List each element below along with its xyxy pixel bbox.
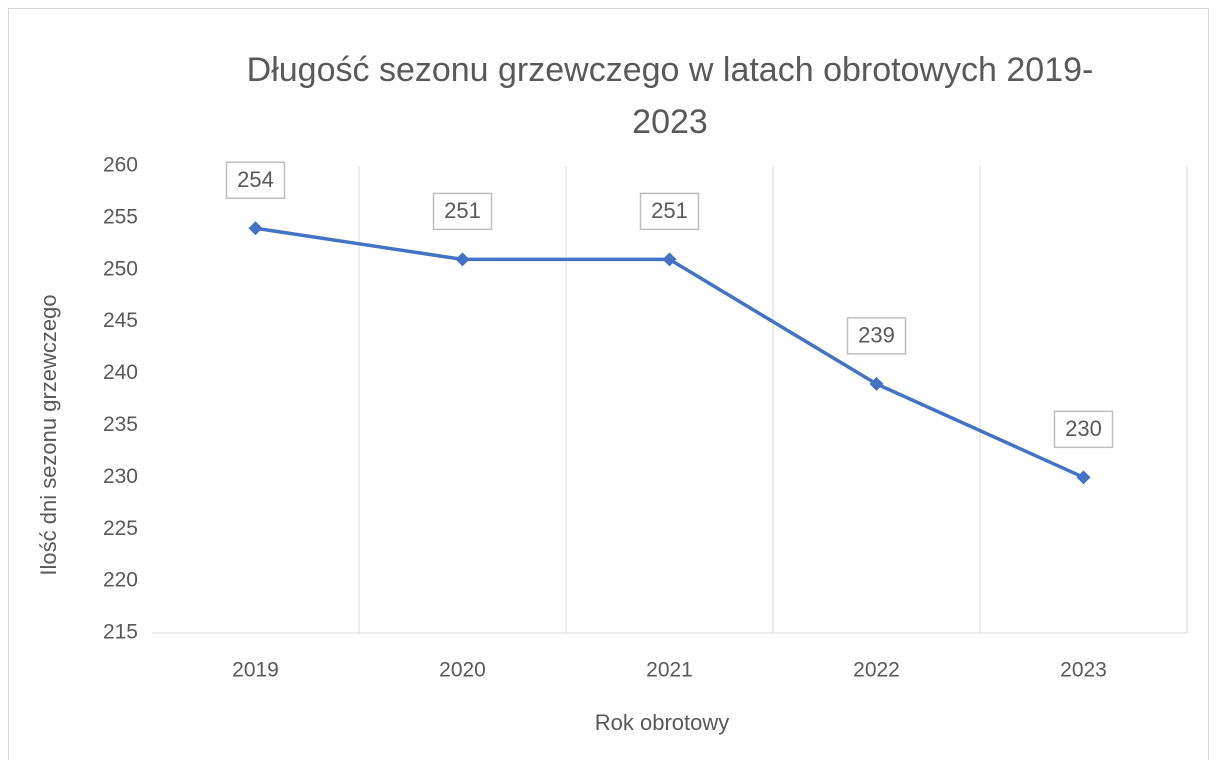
data-label: 251 <box>444 198 481 223</box>
x-tick-label: 2019 <box>232 659 279 682</box>
y-tick-label: 230 <box>103 465 138 488</box>
y-tick-label: 225 <box>103 517 138 540</box>
y-tick-label: 245 <box>103 309 138 332</box>
chart-title: Długość sezonu grzewczego w latach obrot… <box>246 51 1094 141</box>
y-axis-label: Ilość dni sezonu grzewczego <box>36 294 61 575</box>
marker <box>248 221 263 236</box>
y-tick-label: 215 <box>103 621 138 644</box>
marker <box>455 252 470 267</box>
marker <box>1076 470 1091 485</box>
x-tick-label: 2023 <box>1060 659 1107 682</box>
data-label: 251 <box>651 198 688 223</box>
data-label-box <box>1053 410 1114 449</box>
y-tick-label: 260 <box>103 154 138 177</box>
data-label-box <box>846 317 907 355</box>
y-tick-label: 240 <box>103 361 138 384</box>
data-label: 239 <box>858 323 895 348</box>
data-label: 254 <box>237 167 274 192</box>
y-tick-label: 255 <box>103 205 138 228</box>
data-label: 230 <box>1065 416 1102 441</box>
data-label-box <box>639 192 700 231</box>
marker <box>869 376 884 391</box>
marker <box>662 252 677 267</box>
chart-frame <box>8 8 1209 760</box>
y-tick-label: 250 <box>103 257 138 280</box>
x-tick-label: 2022 <box>853 659 900 682</box>
y-tick-label: 220 <box>103 569 138 592</box>
data-label-box <box>225 161 286 200</box>
x-tick-label: 2020 <box>439 659 486 682</box>
x-axis-label: Rok obrotowy <box>595 710 730 735</box>
y-tick-label: 235 <box>103 413 138 436</box>
x-tick-label: 2021 <box>646 659 693 682</box>
data-label-box <box>432 192 493 231</box>
